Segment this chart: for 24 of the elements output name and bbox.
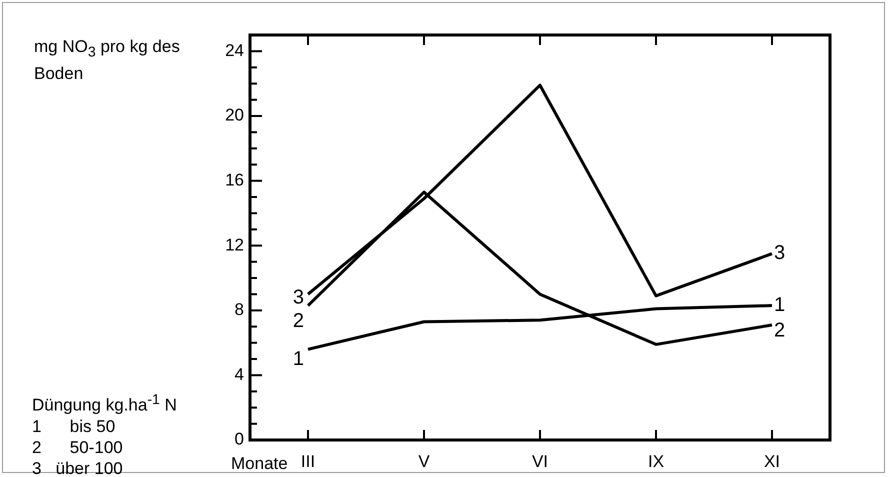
x-tick-label: XI — [764, 452, 780, 471]
text: 1 — [292, 348, 304, 370]
y-tick-label: 20 — [225, 106, 244, 125]
y-tick-label: 0 — [234, 430, 244, 449]
x-tick-label: VI — [532, 452, 548, 471]
y-tick-label: 12 — [225, 235, 244, 254]
text: 3 über 100 — [32, 458, 124, 477]
series-label: 3 — [774, 242, 786, 264]
text: 2 — [292, 310, 304, 332]
series-label: 2 — [774, 319, 786, 342]
y-tick-label: 24 — [225, 40, 244, 60]
x-tick-label: V — [418, 452, 430, 471]
x-tick-label: III — [300, 452, 316, 471]
y-tick-label: 4 — [234, 364, 244, 384]
text: 1 bis 50 — [32, 416, 116, 437]
text: 2 50-100 — [32, 436, 124, 458]
y-tick-label: 8 — [234, 300, 244, 320]
text: Düngung kg.ha$^{-1}$ N — [32, 391, 177, 416]
y-axis-title: mg NO$_{3}$ pro kg des Boden — [34, 36, 181, 84]
x-axis-title: Monate — [231, 453, 288, 474]
series-label: 1 — [774, 294, 786, 316]
text: 3 — [292, 286, 304, 309]
y-tick-label: 16 — [225, 170, 244, 190]
x-tick-label: IX — [648, 452, 664, 471]
